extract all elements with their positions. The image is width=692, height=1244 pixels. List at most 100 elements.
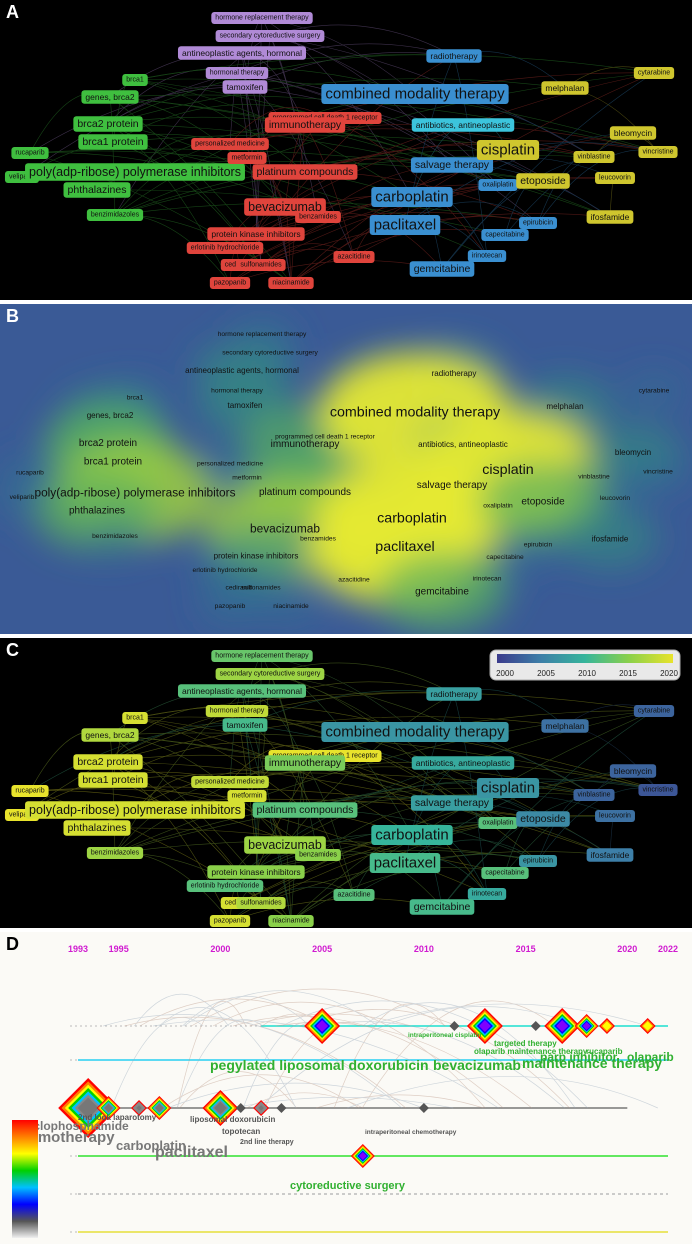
node-label: epirubicin: [523, 858, 553, 865]
node-personalized-medicine: personalized medicine: [191, 138, 269, 150]
node-box: [481, 867, 529, 879]
timeline-label-cytoreductive: cytoreductive surgery: [290, 1180, 406, 1192]
node-label: veliparib: [9, 174, 35, 181]
edge: [304, 782, 595, 811]
node-label: antineoplastic agents, hormonal: [182, 686, 302, 696]
node-label: radiotherapy: [430, 51, 478, 61]
edge: [229, 52, 243, 145]
arc: [362, 1002, 576, 1109]
arc: [162, 1074, 360, 1109]
node-label: carboplatin: [375, 189, 448, 206]
node-label: leucovorin: [599, 175, 631, 182]
node-brca1-protein: brca1 protein: [78, 134, 148, 150]
edge: [107, 78, 566, 125]
node-box: [426, 49, 482, 63]
edge: [269, 35, 306, 173]
node-box: [411, 756, 515, 770]
edge: [134, 79, 306, 173]
node-label: rucaparib: [15, 788, 44, 795]
node-label: platinum compounds: [257, 804, 354, 816]
node-label: sulfonamides: [240, 900, 282, 907]
node-label: pazopanib: [214, 918, 246, 925]
node-label: benzimidazoles: [91, 212, 140, 219]
density-label-cytarabine: cytarabine: [639, 387, 670, 394]
node-label: irinotecan: [472, 891, 502, 898]
node-label: immunotherapy: [269, 757, 342, 769]
node-box: [609, 126, 657, 140]
node-label: immunotherapy: [269, 119, 342, 131]
node-label: brca1 protein: [82, 774, 143, 786]
density-blob: [259, 586, 323, 627]
node-label: tamoxifen: [227, 82, 264, 92]
edge: [21, 710, 238, 816]
node-box: [11, 147, 49, 159]
node-box: [268, 915, 314, 927]
node-tamoxifen: tamoxifen: [222, 80, 268, 94]
density-label-hormone-replacement-therapy: hormone replacement therapy: [218, 331, 307, 338]
node-label: pazopanib: [214, 280, 246, 287]
year-label: 2010: [414, 944, 434, 954]
edge: [441, 72, 655, 270]
node-box: [252, 164, 358, 180]
year-legend: 2000 2005 2010 2015 2020: [489, 649, 681, 681]
panel-d-timeline: D 1993 1995 2000 2005 2010 2015 2020 2022 pegyla…: [0, 932, 692, 1244]
density-label-veliparib: veliparib: [10, 494, 35, 501]
timeline-label-olaparib: olaparib: [627, 1050, 674, 1064]
density-label-vincristine: vincristine: [643, 469, 673, 476]
node-label: metformin: [231, 155, 262, 162]
density-label-radiotherapy: radiotherapy: [432, 369, 478, 378]
timeline-label-second_look: 2nd look laparotomy: [78, 1113, 157, 1122]
term-node-intraperitoneal-chemotherapy: [418, 1103, 429, 1113]
density-label-cisplatin: cisplatin: [482, 462, 533, 478]
density-blob: [622, 370, 686, 411]
timeline-label-paclitaxel: paclitaxel: [155, 1144, 228, 1161]
node-metformin: metformin: [227, 790, 267, 802]
term-node-parp-inhibitor: [574, 1014, 599, 1038]
node-box: [207, 227, 305, 241]
node-gemcitabine: gemcitabine: [409, 261, 475, 277]
timeline-label-parp: parp inhibitor: [540, 1050, 618, 1064]
timeline-label-rucaparib: rucaparib: [586, 1047, 623, 1056]
node-salvage-therapy: salvage therapy: [410, 795, 494, 811]
node-box: [207, 865, 305, 879]
node-label: combined modality therapy: [325, 724, 505, 741]
year-label: 2020: [617, 944, 637, 954]
density-label-programmed-cell-death-1-receptor: programmed cell death 1 receptor: [275, 434, 375, 441]
node-label: paclitaxel: [374, 217, 437, 234]
node-brca2-protein: brca2 protein: [73, 754, 143, 770]
node-etoposide: etoposide: [516, 811, 570, 827]
node-label: poly(adp-ribose) polymerase inhibitors: [29, 803, 241, 817]
node-box: [369, 853, 441, 873]
arc: [333, 1003, 446, 1109]
node-box: [371, 825, 453, 845]
node-hormonal-therapy: hormonal therapy: [205, 705, 269, 717]
node-label: sulfonamides: [240, 262, 282, 269]
node-label: secondary cytoreductive surgery: [220, 671, 321, 678]
node-antibiotics-antineoplastic: antibiotics, antineoplastic: [411, 756, 515, 770]
node-radiotherapy: radiotherapy: [426, 49, 482, 63]
node-vincristine: vincristine: [638, 146, 678, 158]
density-label-antibiotics-antineoplastic: antibiotics, antineoplastic: [418, 440, 508, 449]
node-label: vincristine: [642, 149, 673, 156]
node-box: [227, 152, 267, 164]
edge: [290, 762, 306, 922]
node-box: [481, 229, 529, 241]
density-blob: [626, 452, 690, 493]
timeline-label-cyclophosphamide: cyclophosphamide: [20, 1119, 129, 1133]
node-label: bleomycin: [614, 128, 653, 138]
edge: [109, 94, 659, 153]
edge: [290, 867, 506, 922]
edge: [304, 762, 355, 896]
node-gemcitabine: gemcitabine: [409, 899, 475, 915]
node-box: [211, 650, 313, 662]
node-box: [609, 764, 657, 778]
timeline-label-pegylated: pegylated liposomal doxorubicin: [210, 1057, 429, 1073]
node-ifosfamide: ifosfamide: [586, 848, 634, 862]
node-label: antibiotics, antineoplastic: [416, 120, 511, 130]
node-salvage-therapy: salvage therapy: [410, 157, 494, 173]
node-box: [426, 687, 482, 701]
node-box: [177, 46, 307, 60]
node-poly-adp-ribose-polymerase-inhibitors: poly(adp-ribose) polymerase inhibitors: [25, 163, 245, 181]
node-box: [222, 80, 268, 94]
node-capecitabine: capecitabine: [481, 867, 529, 879]
